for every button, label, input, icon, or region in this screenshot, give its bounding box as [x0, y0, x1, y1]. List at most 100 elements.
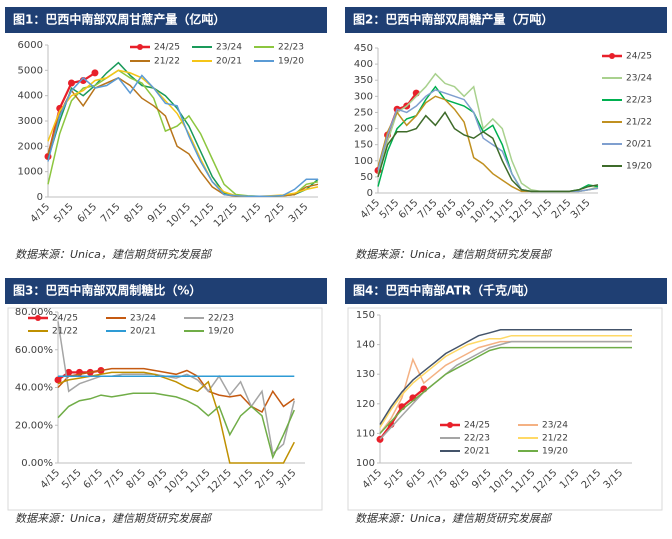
title-bar: [345, 7, 667, 33]
y-tick-label: 200: [354, 124, 373, 135]
chart-title: 图4：巴西中南部ATR（千克/吨）: [353, 283, 536, 298]
y-tick-label: 350: [354, 75, 373, 86]
series-line: [57, 367, 295, 414]
x-tick-label: 3/15: [569, 197, 593, 221]
y-tick-label: 300: [354, 91, 373, 102]
legend-label: 23/24: [542, 421, 568, 431]
y-tick-label: 20.00%: [15, 420, 53, 431]
legend-marker: [609, 53, 615, 59]
x-tick-label: 7/15: [426, 467, 450, 491]
x-tick-label: 10/15: [488, 467, 516, 495]
x-tick-label: 8/15: [124, 467, 148, 491]
legend-label: 20/21: [464, 447, 490, 457]
point-marker: [67, 79, 75, 87]
plot-border: [7, 307, 323, 511]
y-tick-label: 120: [356, 399, 375, 410]
x-tick-label: 3/15: [287, 201, 311, 225]
x-tick-label: 4/15: [359, 197, 383, 221]
x-tick-label: 2/15: [253, 467, 277, 491]
legend-label: 19/20: [542, 447, 568, 457]
series-line: [377, 89, 599, 193]
y-tick-label: 0: [37, 192, 43, 203]
y-tick-label: 5000: [18, 65, 43, 76]
x-tick-label: 5/15: [60, 467, 84, 491]
x-tick-label: 5/15: [378, 197, 402, 221]
series-line: [57, 392, 295, 460]
series-line: [377, 95, 599, 193]
y-tick-label: 110: [356, 428, 375, 439]
y-tick-label: 400: [354, 59, 373, 70]
series-line: [379, 329, 632, 425]
x-tick-label: 6/15: [76, 201, 100, 225]
legend-marker: [447, 422, 453, 428]
x-tick-label: 11/15: [188, 201, 216, 229]
y-tick-label: 3000: [18, 116, 43, 127]
y-tick-label: 4000: [18, 91, 43, 102]
source-note: 数据来源：Unica，建信期货研究发展部: [355, 512, 553, 525]
legend-label: 22/23: [626, 96, 652, 106]
title-bar: [5, 7, 327, 33]
series-line: [47, 69, 319, 197]
x-tick-label: 6/15: [404, 467, 428, 491]
series-line: [379, 346, 632, 434]
x-tick-label: 1/15: [558, 467, 582, 491]
x-tick-label: 7/15: [416, 197, 440, 221]
legend-label: 20/21: [130, 327, 156, 337]
series-line: [379, 340, 632, 440]
legend-label: 20/21: [626, 140, 652, 150]
x-tick-label: 2/15: [580, 467, 604, 491]
chart-title: 图1：巴西中南部双周甘蔗产量（亿吨）: [13, 12, 225, 27]
legend-label: 22/23: [208, 314, 234, 324]
x-tick-label: 11/15: [509, 467, 537, 495]
y-tick-label: 0.00%: [21, 458, 53, 469]
x-tick-label: 1/15: [232, 467, 256, 491]
y-tick-label: 130: [356, 369, 375, 380]
x-tick-label: 3/15: [602, 467, 626, 491]
legend-label: 19/20: [278, 57, 304, 67]
y-tick-label: 100: [354, 156, 373, 167]
legend-label: 21/22: [154, 57, 180, 67]
x-tick-label: 7/15: [103, 467, 127, 491]
x-tick-label: 12/15: [206, 467, 234, 495]
series-line: [379, 334, 632, 428]
title-bar: [5, 278, 327, 304]
x-tick-label: 8/15: [435, 197, 459, 221]
source-note: 数据来源：Unica，建信期货研究发展部: [355, 248, 553, 261]
legend-label: 19/20: [208, 327, 234, 337]
y-tick-label: 140: [356, 340, 375, 351]
x-tick-label: 4/15: [29, 201, 53, 225]
legend-label: 22/23: [464, 434, 490, 444]
y-tick-label: 0: [367, 188, 373, 199]
legend-label: 21/22: [542, 434, 568, 444]
x-tick-label: 4/15: [39, 467, 63, 491]
chart-title: 图2：巴西中南部双周糖产量（万吨）: [353, 12, 553, 27]
y-tick-label: 150: [356, 310, 375, 321]
x-tick-label: 12/15: [531, 467, 559, 495]
legend-label: 21/22: [52, 327, 78, 337]
point-marker: [54, 376, 62, 384]
x-tick-label: 2/15: [263, 201, 287, 225]
legend-label: 24/25: [626, 52, 652, 62]
legend-label: 24/25: [464, 421, 490, 431]
y-tick-label: 6000: [18, 40, 43, 51]
y-tick-label: 50: [360, 172, 373, 183]
plot-border: [347, 307, 663, 511]
series-line: [47, 74, 318, 197]
legend-label: 22/23: [278, 43, 304, 53]
legend-label: 23/24: [626, 74, 652, 84]
y-tick-label: 60.00%: [15, 345, 53, 356]
x-tick-label: 5/15: [52, 201, 76, 225]
series-line: [379, 340, 632, 434]
source-note: 数据来源：Unica，建信期货研究发展部: [15, 248, 213, 261]
legend-marker: [137, 44, 143, 50]
point-marker: [65, 368, 73, 376]
y-tick-label: 1000: [18, 167, 43, 178]
legend-marker: [35, 315, 41, 321]
series-line: [377, 72, 599, 193]
x-tick-label: 6/15: [82, 467, 106, 491]
x-tick-label: 3/15: [275, 467, 299, 491]
y-tick-label: 100: [356, 458, 375, 469]
series-line: [377, 111, 599, 193]
x-tick-label: 7/15: [99, 201, 123, 225]
